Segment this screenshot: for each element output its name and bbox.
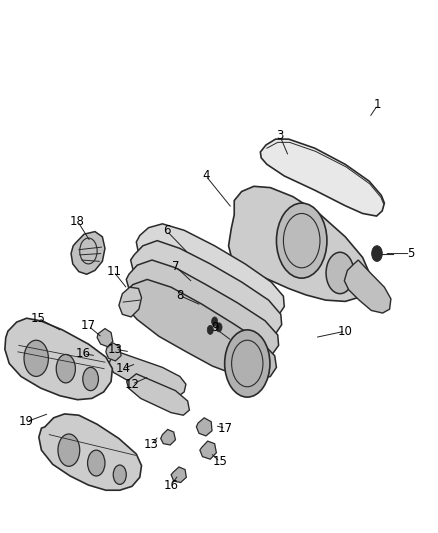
Text: 17: 17 (81, 319, 96, 333)
Polygon shape (229, 187, 371, 302)
Circle shape (88, 450, 105, 476)
Text: 15: 15 (31, 312, 46, 325)
Polygon shape (109, 352, 186, 397)
Text: 18: 18 (70, 215, 85, 228)
Polygon shape (196, 418, 212, 436)
Text: 5: 5 (407, 247, 414, 260)
Circle shape (216, 323, 222, 332)
Text: 16: 16 (164, 479, 179, 491)
Circle shape (24, 340, 48, 376)
Circle shape (58, 434, 80, 466)
Polygon shape (71, 231, 105, 274)
Polygon shape (121, 279, 276, 381)
Polygon shape (161, 430, 176, 445)
Text: 13: 13 (108, 343, 123, 356)
Polygon shape (106, 343, 121, 361)
Text: 14: 14 (116, 362, 131, 375)
Text: 19: 19 (19, 415, 34, 428)
Polygon shape (131, 240, 282, 337)
Circle shape (83, 367, 99, 391)
Text: 17: 17 (218, 422, 233, 434)
Text: 7: 7 (172, 260, 179, 273)
Text: 4: 4 (202, 169, 210, 182)
Text: 3: 3 (276, 130, 284, 142)
Polygon shape (136, 224, 284, 319)
Polygon shape (344, 260, 391, 313)
Polygon shape (171, 467, 186, 482)
Polygon shape (119, 287, 141, 317)
Circle shape (56, 354, 75, 383)
Text: 1: 1 (374, 99, 381, 111)
Text: 10: 10 (338, 325, 353, 338)
Polygon shape (5, 318, 113, 400)
Text: 6: 6 (163, 224, 170, 237)
Polygon shape (200, 441, 216, 459)
Text: 13: 13 (143, 439, 158, 451)
Circle shape (372, 246, 382, 261)
Text: 15: 15 (212, 455, 227, 469)
Polygon shape (97, 328, 113, 346)
Polygon shape (127, 374, 189, 415)
Circle shape (225, 330, 270, 397)
Circle shape (326, 252, 354, 294)
Circle shape (276, 203, 327, 278)
Text: 11: 11 (106, 265, 121, 278)
Circle shape (207, 325, 213, 334)
Text: 16: 16 (76, 348, 91, 360)
Text: 8: 8 (176, 289, 184, 302)
Circle shape (113, 465, 126, 484)
Polygon shape (39, 414, 141, 490)
Circle shape (212, 317, 218, 326)
Polygon shape (260, 139, 385, 216)
Text: 9: 9 (211, 321, 219, 334)
Text: 12: 12 (124, 378, 139, 391)
Polygon shape (126, 260, 279, 358)
